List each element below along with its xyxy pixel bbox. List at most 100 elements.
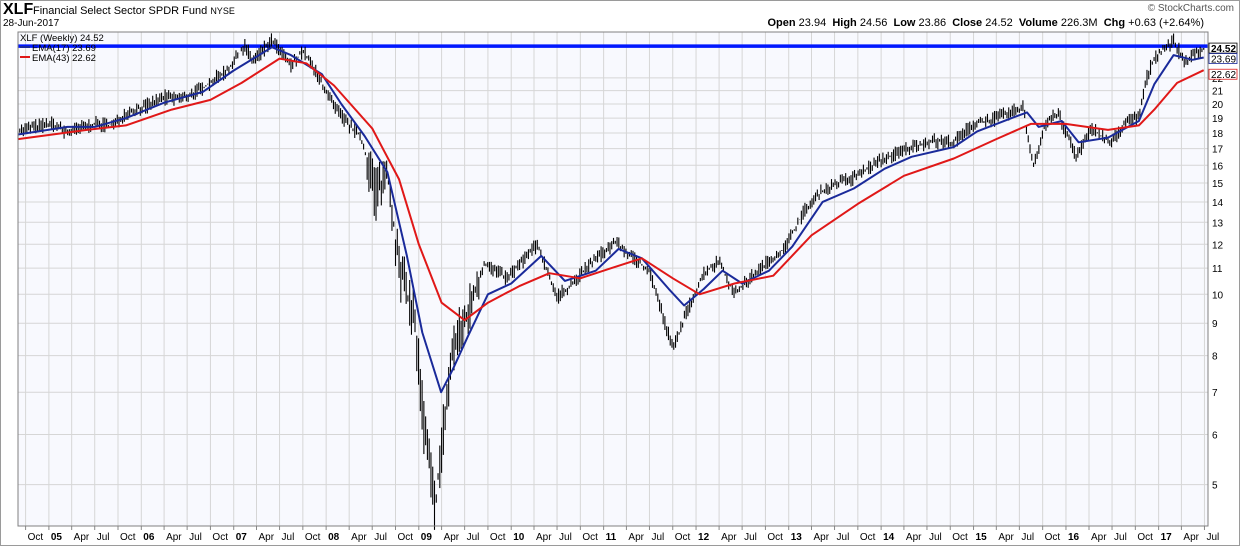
date-tick-label: 10 <box>513 532 525 543</box>
date-tick-label: Jul <box>929 532 942 543</box>
date-tick-label: Apr <box>1183 532 1199 543</box>
date-tick-label: Jul <box>1114 532 1127 543</box>
chg-label: Chg <box>1103 17 1126 29</box>
date-tick-label: Apr <box>74 532 90 543</box>
legend-price-label: XLF (Weekly) 24.52 <box>20 33 104 44</box>
price-tick-label: 9 <box>1212 319 1218 330</box>
date-tick-label: 16 <box>1068 532 1080 543</box>
date-tick-label: 14 <box>883 532 895 543</box>
axes: 5678910111213141516171819202122Oct05AprJ… <box>17 31 1238 543</box>
legend-ema43: EMA(43) 22.62 <box>20 53 96 64</box>
high-label: High <box>832 17 857 29</box>
volume-value: 226.3M <box>1060 17 1098 29</box>
date-tick-label: Oct <box>767 532 783 543</box>
legend-ema17-swatch <box>20 46 30 48</box>
date-tick-label: Apr <box>998 532 1014 543</box>
date-tick-label: 15 <box>976 532 988 543</box>
date-tick-label: Apr <box>628 532 644 543</box>
price-tick-label: 13 <box>1212 218 1224 229</box>
close-value: 24.52 <box>985 17 1013 29</box>
last-value-tag <box>1208 42 1238 54</box>
price-tick-label: 20 <box>1212 100 1224 111</box>
date-tick-label: Oct <box>582 532 598 543</box>
date-tick-label: 09 <box>421 532 433 543</box>
plot-area <box>18 32 1208 526</box>
price-tick-label: 7 <box>1212 388 1218 399</box>
ema43-line <box>17 57 1205 322</box>
last-value-label-ema43: 22.62 <box>1211 70 1236 81</box>
date-tick-label: Jul <box>1206 532 1219 543</box>
legend-ema17: EMA(17) 23.69 <box>20 43 96 54</box>
price-tick-label: 17 <box>1212 145 1224 156</box>
date-tick-label: Jul <box>189 532 202 543</box>
open-label: Open <box>767 17 796 29</box>
date-tick-label: Jul <box>559 532 572 543</box>
last-value-label-price: 24.52 <box>1211 44 1236 55</box>
date-tick-label: Jul <box>467 532 480 543</box>
last-value-tag <box>1208 68 1238 80</box>
grid <box>18 32 1208 526</box>
legend-ema43-label: EMA(43) 22.62 <box>32 53 96 64</box>
close-label: Close <box>952 17 983 29</box>
date-tick-label: Jul <box>837 532 850 543</box>
price-tick-label: 19 <box>1212 114 1224 125</box>
date-tick-label: 17 <box>1161 532 1173 543</box>
volume-label: Volume <box>1018 17 1058 29</box>
low-value: 23.86 <box>918 17 947 29</box>
date-tick-label: Apr <box>536 532 552 543</box>
date-tick-label: Oct <box>1137 532 1153 543</box>
low-label: Low <box>893 17 916 29</box>
legend-ema43-swatch <box>20 56 30 58</box>
date-tick-label: Jul <box>1021 532 1034 543</box>
last-value-label-ema17: 23.69 <box>1211 55 1236 66</box>
price-tick-label: 8 <box>1212 352 1218 363</box>
date-tick-label: Apr <box>259 532 275 543</box>
price-tick-label: 14 <box>1212 198 1224 209</box>
price-tick-label: 6 <box>1212 431 1218 442</box>
ticker-symbol: XLF <box>3 1 34 18</box>
legend-price: XLF (Weekly) 24.52 <box>20 33 104 44</box>
date-tick-label: Oct <box>120 532 136 543</box>
price-tick-label: 10 <box>1212 290 1224 301</box>
date-tick-label: Jul <box>282 532 295 543</box>
date-tick-label: Oct <box>675 532 691 543</box>
date-tick-label: Apr <box>351 532 367 543</box>
last-value-tag <box>1208 53 1238 64</box>
legend-ema17-label: EMA(17) 23.69 <box>32 43 96 54</box>
high-value: 24.56 <box>859 17 888 29</box>
price-tick-label: 16 <box>1212 161 1224 172</box>
date-tick-label: 08 <box>328 532 340 543</box>
price-tick-label: 18 <box>1212 129 1224 140</box>
price-tick-label: 15 <box>1212 179 1224 190</box>
date-tick-label: Jul <box>97 532 110 543</box>
date-tick-label: Oct <box>860 532 876 543</box>
date-tick-label: 05 <box>51 532 63 543</box>
date-tick-label: 07 <box>236 532 248 543</box>
date-tick-label: Apr <box>1091 532 1107 543</box>
date-tick-label: Oct <box>398 532 414 543</box>
exchange-label: NYSE <box>210 6 235 16</box>
date-tick-label: Apr <box>906 532 922 543</box>
date-tick-label: Oct <box>952 532 968 543</box>
date-tick-label: Oct <box>212 532 228 543</box>
ohlc-summary: Open 23.94 High 24.56 Low 23.86 Close 24… <box>767 17 1204 29</box>
date-tick-label: Oct <box>490 532 506 543</box>
date-tick-label: 11 <box>606 532 617 543</box>
brand-watermark: © StockCharts.com <box>1147 3 1234 14</box>
date-tick-label: Jul <box>651 532 664 543</box>
open-value: 23.94 <box>798 17 827 29</box>
date-tick-label: Jul <box>744 532 757 543</box>
fund-name-text: Financial Select Sector SPDR Fund <box>33 5 208 17</box>
date-tick-label: Jul <box>374 532 387 543</box>
fund-name: Financial Select Sector SPDR Fund NYSE <box>33 5 235 17</box>
date-tick-label: Oct <box>1045 532 1061 543</box>
date-tick-label: Apr <box>166 532 182 543</box>
date-tick-label: 13 <box>791 532 803 543</box>
date-tick-label: Oct <box>305 532 321 543</box>
date-tick-label: Oct <box>28 532 44 543</box>
date-tick-label: Apr <box>444 532 460 543</box>
plot-border <box>17 31 1209 527</box>
date-tick-label: Apr <box>721 532 737 543</box>
chart-date: 28-Jun-2017 <box>3 18 60 29</box>
